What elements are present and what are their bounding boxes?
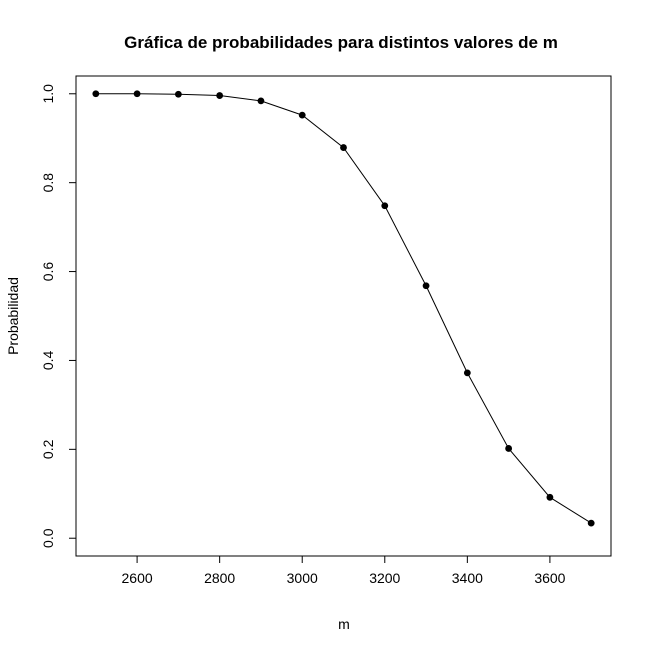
data-point [299, 112, 306, 119]
data-point [464, 369, 471, 376]
x-axis: 2600 2800 3000 3200 3400 3600 [122, 556, 566, 586]
y-axis-label: Probabilidad [5, 277, 21, 355]
data-point [588, 520, 595, 527]
series-line [96, 94, 591, 523]
data-point [423, 282, 430, 289]
y-axis: 0.0 0.2 0.4 0.6 0.8 1.0 [40, 84, 76, 548]
x-tick-label: 2600 [122, 570, 153, 586]
data-point [92, 90, 99, 97]
data-point [258, 97, 265, 104]
x-tick-label: 2800 [204, 570, 235, 586]
x-tick-label: 3400 [452, 570, 483, 586]
y-tick-label: 0.0 [40, 528, 56, 548]
y-tick-label: 0.8 [40, 173, 56, 193]
x-axis-label: m [338, 616, 350, 632]
data-point [505, 445, 512, 452]
x-tick-label: 3600 [534, 570, 565, 586]
y-tick-label: 0.6 [40, 262, 56, 282]
data-point [340, 144, 347, 151]
data-point [175, 91, 182, 98]
x-tick-label: 3000 [287, 570, 318, 586]
y-tick-label: 0.4 [40, 351, 56, 371]
x-tick-label: 3200 [369, 570, 400, 586]
y-tick-label: 1.0 [40, 84, 56, 104]
data-point [216, 92, 223, 99]
data-point [381, 202, 388, 209]
y-tick-label: 0.2 [40, 439, 56, 459]
data-point [134, 90, 141, 97]
data-point [547, 494, 554, 501]
chart-title: Gráfica de probabilidades para distintos… [124, 33, 558, 52]
